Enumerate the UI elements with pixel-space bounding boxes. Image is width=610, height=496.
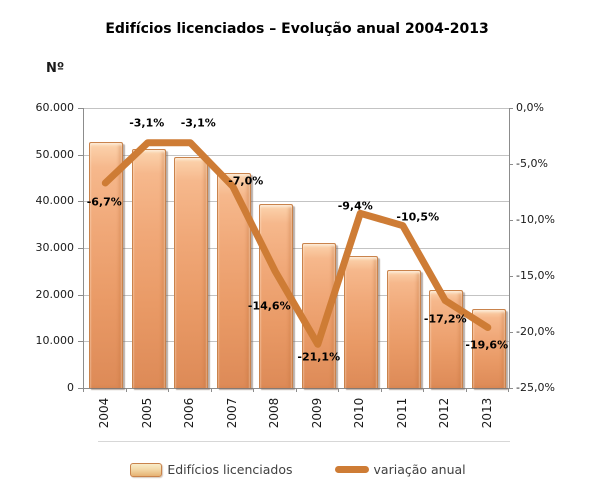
y-axis-right-tick-mark: [509, 108, 513, 109]
y-axis-right-tick-mark: [509, 276, 513, 277]
x-axis-tick-mark: [465, 388, 467, 392]
data-label-2010: -9,4%: [337, 199, 373, 213]
y-axis-left-tick-mark: [78, 201, 83, 203]
gridline: [84, 154, 509, 156]
y-axis-right-tick-label: -15,0%: [516, 269, 555, 282]
y-axis-right-tick-label: -10,0%: [516, 213, 555, 226]
y-axis-left-tick-label: 30.000: [35, 241, 75, 254]
x-axis-tick-mark: [83, 388, 84, 392]
gridline: [84, 108, 509, 109]
y-axis-left-tick-mark: [78, 248, 83, 249]
x-axis-tick-mark: [210, 388, 212, 392]
legend: Edifícios licenciados variação anual: [0, 462, 596, 477]
variation-line-path: [101, 139, 492, 348]
gridline: [84, 294, 509, 296]
bar-2006: [174, 157, 209, 388]
y-axis-left-tick-mark: [78, 294, 83, 296]
legend-item-line-series: variação anual: [334, 462, 466, 477]
gridline: [84, 248, 509, 249]
y-axis-right-tick-label: -5,0%: [516, 157, 548, 170]
data-label-2008: -14,6%: [247, 299, 291, 313]
x-axis-tick-mark: [168, 388, 169, 392]
y-axis-left-tick-label: 50.000: [35, 147, 75, 161]
left-axis-unit-label: Nº: [46, 61, 65, 76]
legend-bar-label: Edifícios licenciados: [167, 462, 293, 477]
x-axis-category-label: 2008: [267, 397, 282, 429]
legend-separator-line: [98, 441, 510, 442]
x-axis-tick-mark: [253, 388, 254, 392]
y-axis-left-tick-label: 0: [67, 381, 74, 394]
bar-series-swatch-icon: [130, 462, 163, 477]
chart-title: Edifícios licenciados – Evolução anual 2…: [105, 21, 489, 37]
y-axis-left-tick-label: 40.000: [35, 194, 75, 208]
data-label-2012: -17,2%: [423, 312, 467, 326]
x-axis-category-label: 2005: [139, 397, 154, 429]
y-axis-right-tick-label: -25,0%: [516, 381, 555, 394]
y-axis-left-tick-mark: [78, 341, 83, 343]
y-axis-right-tick-mark: [509, 332, 513, 333]
x-axis-category-label: 2006: [182, 397, 197, 429]
gridline: [84, 201, 509, 203]
data-label-2005: -3,1%: [129, 116, 165, 130]
x-axis-category-label: 2011: [394, 397, 409, 429]
gridline: [84, 341, 509, 343]
data-label-2004: -6,7%: [86, 195, 122, 209]
line-series-swatch-icon: [334, 466, 369, 473]
y-axis-left-tick-mark: [78, 154, 83, 156]
x-axis-tick-mark: [508, 388, 509, 392]
bar-2010: [344, 256, 379, 388]
y-axis-right-tick-label: -20,0%: [516, 325, 555, 338]
data-label-2006: -3,1%: [180, 116, 216, 130]
variation-line: [101, 139, 492, 348]
bar-2005: [131, 149, 166, 388]
legend-line-label: variação anual: [373, 462, 466, 477]
x-axis-tick-mark: [380, 388, 382, 392]
y-axis-left-tick-label: 20.000: [35, 287, 75, 301]
data-label-2011: -10,5%: [396, 210, 440, 224]
data-label-2007: -7,0%: [228, 174, 264, 188]
y-axis-left-tick-label: 10.000: [35, 334, 75, 348]
plot-area: [83, 108, 510, 389]
legend-item-bar-series: Edifícios licenciados: [130, 462, 293, 477]
y-axis-left-tick-mark: [78, 108, 83, 109]
x-axis-tick-mark: [423, 388, 424, 392]
x-axis-category-label: 2004: [97, 397, 112, 429]
y-axis-right-tick-label: 0,0%: [516, 101, 544, 114]
x-axis-tick-mark: [338, 388, 339, 392]
bar-2011: [386, 270, 421, 388]
x-axis-tick-mark: [295, 388, 297, 392]
x-axis-tick-mark: [125, 388, 127, 392]
y-axis-right-tick-mark: [509, 164, 513, 165]
x-axis-category-label: 2012: [437, 397, 452, 429]
x-axis-category-label: 2010: [352, 397, 367, 429]
data-label-2013: -19,6%: [465, 338, 509, 352]
y-axis-left-tick-label: 60.000: [35, 101, 75, 114]
x-axis-category-label: 2009: [309, 397, 324, 429]
data-label-2009: -21,1%: [297, 350, 341, 364]
y-axis-right-tick-mark: [509, 388, 513, 389]
x-axis-category-label: 2007: [224, 397, 239, 429]
y-axis-left-tick-mark: [78, 388, 83, 389]
x-axis-category-label: 2013: [479, 397, 494, 429]
y-axis-right-tick-mark: [509, 220, 513, 221]
